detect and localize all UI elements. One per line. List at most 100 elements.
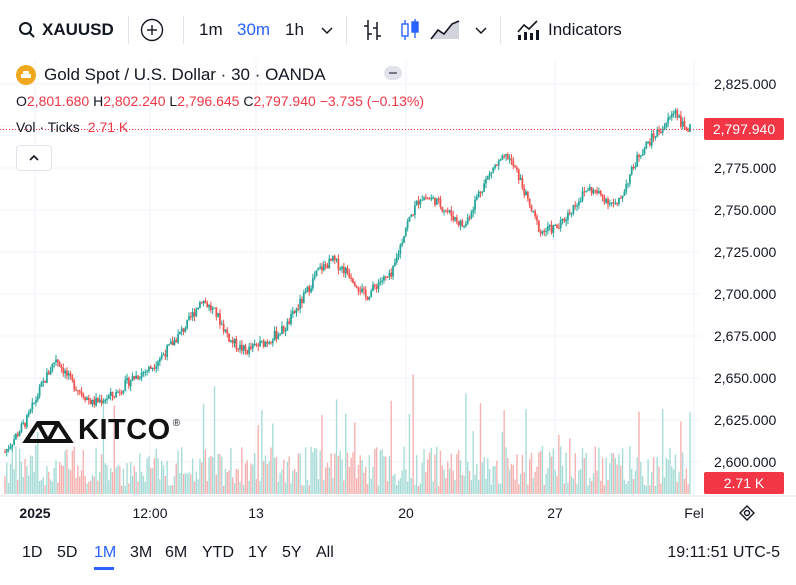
chart-type-dropdown[interactable] bbox=[474, 14, 488, 46]
volume-bar bbox=[492, 466, 494, 494]
volume-bar bbox=[197, 479, 199, 494]
candle-body bbox=[565, 219, 568, 222]
range-3m[interactable]: 3M bbox=[130, 544, 153, 561]
volume-bar bbox=[607, 479, 609, 494]
volume-bar bbox=[501, 431, 504, 494]
bar-style-button[interactable] bbox=[360, 14, 384, 46]
candle-body bbox=[572, 205, 575, 214]
volume-bar bbox=[270, 447, 272, 494]
volume-bar bbox=[301, 485, 303, 494]
volume-bar bbox=[363, 472, 365, 494]
volume-bar bbox=[44, 485, 46, 494]
volume-bar bbox=[150, 467, 152, 494]
volume-bar bbox=[319, 450, 321, 494]
volume-bar bbox=[567, 482, 569, 494]
volume-bar bbox=[120, 485, 123, 494]
volume-bar bbox=[272, 423, 274, 494]
candle-body bbox=[91, 399, 94, 405]
timeframe-1m[interactable]: 1m bbox=[199, 20, 223, 39]
volume-bar bbox=[365, 467, 367, 494]
volume-bar bbox=[217, 454, 219, 494]
candle-body bbox=[475, 197, 478, 200]
candle-body bbox=[341, 266, 343, 270]
volume-bar bbox=[523, 472, 525, 494]
volume-bar bbox=[452, 470, 454, 494]
candle-body bbox=[661, 129, 664, 133]
kitco-logo-icon bbox=[22, 420, 74, 443]
volume-bar bbox=[66, 449, 68, 494]
volume-bar bbox=[629, 446, 631, 494]
bottom-bar: 1D 5D 1M 3M 6M YTD 1Y 5Y All 19:11:51 UT… bbox=[0, 536, 796, 576]
range-5d[interactable]: 5D bbox=[57, 544, 78, 561]
candle-body bbox=[11, 444, 14, 447]
volume-bar bbox=[499, 483, 502, 494]
add-symbol-button[interactable] bbox=[140, 14, 164, 46]
candle-body bbox=[260, 340, 263, 342]
volume-bar bbox=[323, 480, 325, 494]
volume-bar bbox=[534, 471, 536, 494]
candle-body bbox=[521, 178, 524, 189]
candle-body bbox=[448, 210, 451, 212]
volume-bar bbox=[181, 447, 183, 494]
volume-bar bbox=[527, 484, 529, 494]
candle-body bbox=[27, 412, 30, 416]
range-ytd[interactable]: YTD bbox=[202, 544, 234, 561]
toolbar-divider bbox=[346, 16, 347, 44]
volume-bar bbox=[27, 475, 30, 494]
candle-body bbox=[66, 370, 68, 376]
last-price-tag: 2,797.940 bbox=[704, 118, 784, 141]
volume-bar bbox=[498, 483, 500, 494]
volume-bar bbox=[395, 485, 398, 494]
volume-bar bbox=[459, 460, 462, 494]
volume-bar bbox=[324, 467, 327, 494]
symbol-search[interactable]: XAUUSD bbox=[18, 14, 114, 46]
candle-body bbox=[510, 158, 513, 161]
candle-body bbox=[281, 326, 283, 335]
candle-body bbox=[328, 258, 331, 269]
volume-bar bbox=[483, 457, 485, 494]
candle-body bbox=[362, 288, 365, 290]
indicators-button[interactable]: Indicators bbox=[516, 14, 622, 46]
price-chart[interactable]: 2,825.0002,800.0002,775.0002,750.0002,72… bbox=[0, 60, 796, 536]
candle-body bbox=[160, 355, 163, 359]
volume-bar bbox=[569, 438, 571, 494]
range-1d[interactable]: 1D bbox=[22, 544, 43, 561]
area-chart-button[interactable] bbox=[430, 14, 460, 46]
timeframe-1h[interactable]: 1h bbox=[285, 20, 304, 39]
time-tick-label: 20 bbox=[398, 505, 414, 521]
range-5y[interactable]: 5Y bbox=[282, 544, 302, 561]
candle-body bbox=[199, 302, 201, 308]
volume-bar bbox=[476, 464, 478, 494]
range-1y[interactable]: 1Y bbox=[248, 544, 268, 561]
auto-scale-button[interactable] bbox=[737, 503, 757, 528]
candle-body bbox=[428, 198, 431, 200]
candle-body bbox=[669, 117, 671, 119]
volume-bar bbox=[370, 478, 372, 494]
volume-bar bbox=[160, 460, 163, 494]
candle-body bbox=[164, 354, 167, 357]
price-tick-label: 2,775.000 bbox=[714, 160, 776, 176]
range-1m[interactable]: 1M bbox=[94, 544, 117, 561]
volume-bar bbox=[381, 449, 383, 494]
volume-bar bbox=[326, 462, 329, 494]
candle-body bbox=[674, 110, 677, 114]
candle-body bbox=[656, 129, 659, 137]
candle-body bbox=[652, 133, 655, 138]
timeframe-30m[interactable]: 30m bbox=[237, 20, 271, 39]
range-6m[interactable]: 6M bbox=[165, 544, 188, 561]
collapse-legend-button[interactable] bbox=[16, 145, 52, 171]
hide-legend-button[interactable] bbox=[384, 66, 402, 80]
volume-bar bbox=[481, 462, 484, 494]
clock-timezone[interactable]: 19:11:51 UTC-5 bbox=[667, 544, 780, 561]
candle-body bbox=[191, 312, 194, 318]
candle-body bbox=[118, 391, 121, 393]
volume-bar bbox=[109, 468, 112, 494]
volume-bar bbox=[317, 479, 320, 494]
timeframe-dropdown[interactable] bbox=[320, 14, 334, 46]
candle-body bbox=[628, 174, 631, 184]
candles-button[interactable] bbox=[398, 14, 422, 46]
candle-body bbox=[230, 340, 232, 342]
volume-bar bbox=[403, 446, 405, 494]
candle-body bbox=[122, 390, 125, 394]
range-all[interactable]: All bbox=[316, 544, 334, 561]
